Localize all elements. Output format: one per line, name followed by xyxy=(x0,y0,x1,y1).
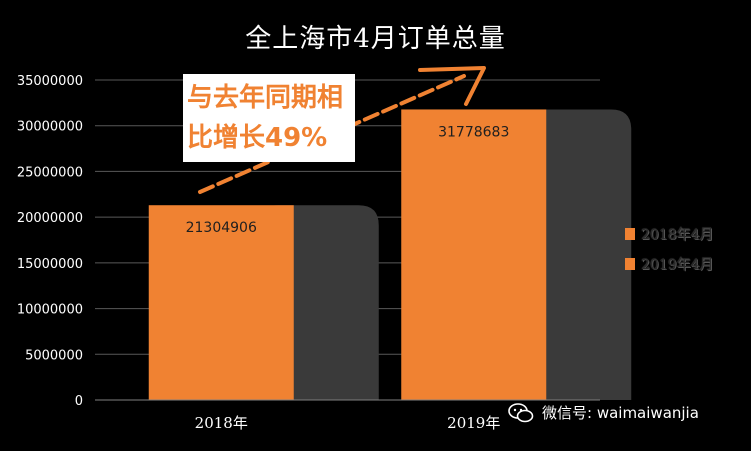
legend-label: 2018年4月 xyxy=(641,227,714,243)
arrow-head xyxy=(418,66,486,106)
y-tick-label: 30000000 xyxy=(17,120,83,135)
growth-annotation: 与去年同期相 比增长49% xyxy=(183,74,355,162)
y-tick-label: 15000000 xyxy=(17,257,83,272)
y-tick-label: 35000000 xyxy=(17,74,83,89)
bar xyxy=(148,205,294,400)
y-tick-label: 25000000 xyxy=(17,165,83,180)
y-tick-label: 20000000 xyxy=(17,211,83,226)
data-label: 31778683 xyxy=(438,124,509,140)
watermark-text: 微信号: waimaiwanjia xyxy=(542,404,699,422)
x-tick-label: 2019年 xyxy=(447,414,500,432)
x-tick-label: 2018年 xyxy=(195,414,248,432)
y-tick-label: 0 xyxy=(75,394,83,409)
legend: 2018年4月 2019年4月 xyxy=(625,219,714,279)
legend-label: 2019年4月 xyxy=(641,257,714,273)
legend-swatch xyxy=(625,228,635,240)
legend-item-2018: 2018年4月 xyxy=(625,219,714,249)
legend-swatch xyxy=(625,258,635,270)
data-label: 21304906 xyxy=(186,220,257,236)
bar xyxy=(401,109,547,401)
annotation-line-2: 比增长49% xyxy=(187,123,328,153)
annotation-line-1: 与去年同期相 xyxy=(187,83,344,113)
y-tick-label: 10000000 xyxy=(17,303,83,318)
legend-item-2019: 2019年4月 xyxy=(625,249,714,279)
wechat-icon xyxy=(508,402,534,422)
y-tick-label: 5000000 xyxy=(25,348,83,363)
watermark: 微信号: waimaiwanjia xyxy=(508,402,699,423)
chart-title: 全上海市4月订单总量 xyxy=(245,24,506,54)
